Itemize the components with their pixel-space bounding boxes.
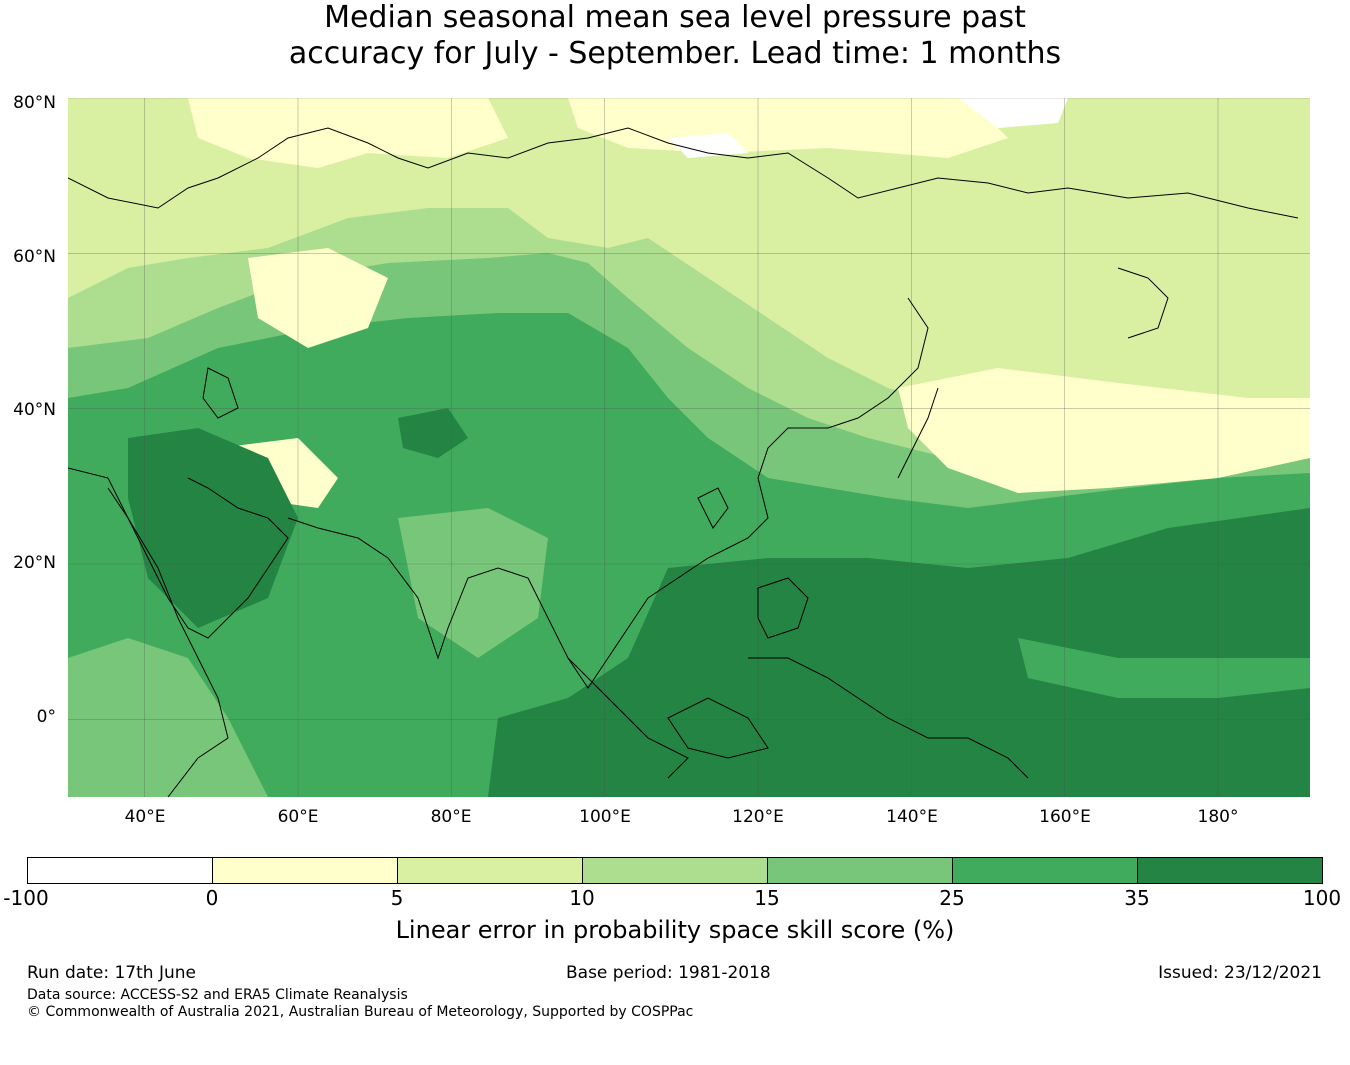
- colorbar-segment-0: [28, 858, 213, 883]
- region-0-5-nw-pacific: [898, 368, 1310, 493]
- title-line-1: Median seasonal mean sea level pressure …: [324, 0, 1026, 35]
- colorbar-segment-1: [213, 858, 398, 883]
- gridlines: [68, 98, 1310, 797]
- lon-label-160e: 160°E: [1039, 807, 1091, 827]
- lon-label-120e: 120°E: [732, 807, 784, 827]
- colorbar-segment-4: [768, 858, 953, 883]
- colorbar-segment-3: [583, 858, 768, 883]
- skill-score-map: [68, 98, 1310, 797]
- region-15-25-india: [398, 508, 548, 658]
- lat-label-40n: 40°N: [13, 400, 56, 420]
- region-0-5-caspian: [248, 248, 388, 348]
- coastlines: [68, 127, 1299, 797]
- colorbar-tick-25: 25: [939, 886, 965, 910]
- lon-label-60e: 60°E: [277, 807, 319, 827]
- colorbar-tick-100: 100: [1302, 886, 1342, 910]
- lon-label-100e: 100°E: [579, 807, 631, 827]
- chart-title: Median seasonal mean sea level pressure …: [0, 0, 1350, 72]
- run-date: Run date: 17th June: [27, 963, 196, 983]
- region-5-10: [68, 98, 1310, 428]
- lat-label-0: 0°: [36, 707, 56, 727]
- colorbar-tick-15: 15: [754, 886, 780, 910]
- colorbar-tick-35: 35: [1124, 886, 1150, 910]
- colorbar-segment-5: [953, 858, 1138, 883]
- base-period: Base period: 1981-2018: [566, 963, 771, 983]
- region-35-100-tibet: [398, 408, 468, 458]
- copyright: © Commonwealth of Australia 2021, Austra…: [27, 1004, 694, 1020]
- region-25-35-equatorial: [1018, 638, 1310, 698]
- colorbar-tick-5: 5: [390, 886, 404, 910]
- colorbar-tick-10: 10: [569, 886, 595, 910]
- issued-date: Issued: 23/12/2021: [1158, 963, 1322, 983]
- data-source: Data source: ACCESS-S2 and ERA5 Climate …: [27, 987, 408, 1003]
- colorbar-segment-6: [1138, 858, 1322, 883]
- lat-label-80n: 80°N: [13, 93, 56, 113]
- region-negative-arctic: [958, 98, 1068, 128]
- colorbar: [27, 857, 1323, 884]
- region-negative-taimyr: [668, 133, 748, 158]
- lon-label-180: 180°: [1197, 807, 1239, 827]
- lat-label-60n: 60°N: [13, 247, 56, 267]
- map-canvas: [68, 98, 1310, 797]
- colorbar-tick-0: 0: [205, 886, 219, 910]
- region-0-5-north: [188, 98, 508, 168]
- colorbar-segment-2: [398, 858, 583, 883]
- region-35-100-maritime: [488, 508, 1310, 797]
- region-35-100-arabia: [128, 428, 298, 628]
- lat-label-20n: 20°N: [13, 553, 56, 573]
- region-15-25-east-africa: [68, 638, 268, 797]
- lon-label-80e: 80°E: [430, 807, 472, 827]
- colorbar-label: Linear error in probability space skill …: [395, 916, 955, 944]
- lon-label-40e: 40°E: [124, 807, 166, 827]
- colorbar-tick-minus100: -100: [3, 886, 49, 910]
- lon-label-140e: 140°E: [886, 807, 938, 827]
- title-line-2: accuracy for July - September. Lead time…: [288, 36, 1062, 71]
